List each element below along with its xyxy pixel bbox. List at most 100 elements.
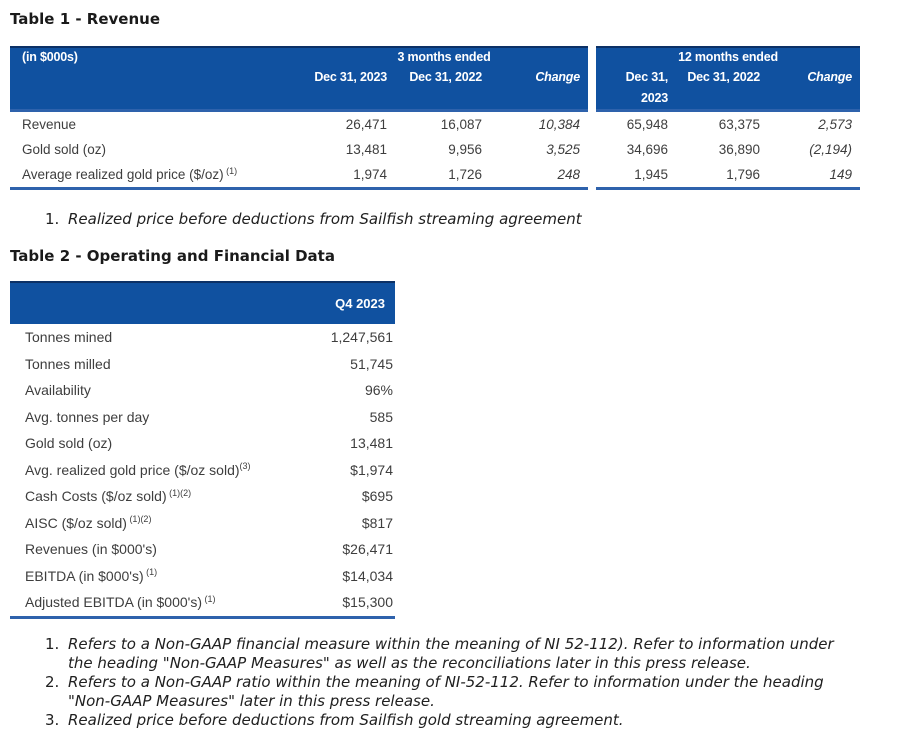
footnote-text: Realized price before deductions from Sa… <box>68 711 624 730</box>
cell-value-change: 2,573 <box>818 117 852 132</box>
row-label-text: Tonnes milled <box>25 355 111 372</box>
footnote-line: Refers to a Non-GAAP ratio within the me… <box>68 672 824 691</box>
table1-group-divider <box>588 112 596 137</box>
row-label-text: EBITDA (in $000's) <box>25 567 144 584</box>
row-label-text: Availability <box>25 382 91 399</box>
cell-value-change: 248 <box>557 167 580 182</box>
table-row: Gold sold (oz) 13,481 <box>10 430 395 457</box>
row-label: Tonnes mined <box>10 329 112 345</box>
footnote-line: Realized price before deductions from Sa… <box>68 710 624 729</box>
table1-group2-label: 12 months ended <box>596 46 860 67</box>
cell-value: 65,948 <box>626 117 668 132</box>
row-label: AISC ($/oz sold) (1)(2) <box>10 515 151 531</box>
table-row: Adjusted EBITDA (in $000's) (1) $15,300 <box>10 589 395 616</box>
row-label: Tonnes milled <box>10 356 111 372</box>
table-row: Tonnes mined 1,247,561 <box>10 324 395 351</box>
table2-bottom-rule <box>10 615 395 619</box>
table-row: Avg. tonnes per day 585 <box>10 404 395 431</box>
footnote-number: 2. <box>45 672 60 691</box>
footnote-marker: (1)(2) <box>126 514 152 525</box>
table1-colheader-fy-2023: Dec 31, 2023 <box>596 67 676 109</box>
cell-value-change: (2,194) <box>809 142 852 157</box>
cell-value-change: 149 <box>829 167 852 182</box>
cell-value: $695 <box>361 488 393 505</box>
cell-value: 51,745 <box>350 355 393 372</box>
row-label: EBITDA (in $000's) (1) <box>10 568 157 584</box>
table1-group-divider <box>588 187 596 190</box>
footnotes-list: 1. Refers to a Non-GAAP financial measur… <box>10 635 905 730</box>
table-row: AISC ($/oz sold) (1)(2) $817 <box>10 510 395 537</box>
table1-header-row2: Dec 31, 2023 Dec 31, 2022 Change Dec 31,… <box>10 67 860 109</box>
row-label: Adjusted EBITDA (in $000's) (1) <box>10 594 215 610</box>
row-label: Availability <box>10 382 91 398</box>
cell-value: 36,890 <box>718 142 760 157</box>
cell-value-change: 3,525 <box>546 142 580 157</box>
row-label-text: Average realized gold price ($/oz) <box>22 167 224 182</box>
table1-colheader-q4-2023: Dec 31, 2023 <box>300 67 395 109</box>
row-label: Revenue <box>10 112 300 137</box>
table1-header-row1: (in $000s) 3 months ended 12 months ende… <box>10 46 860 67</box>
row-label: Revenues (in $000's) <box>10 541 157 557</box>
footnote-item: 3. Realized price before deductions from… <box>45 711 905 730</box>
row-label-text: Tonnes mined <box>25 329 113 346</box>
table1-colheader-change-fy: Change <box>768 67 860 109</box>
row-label-text: AISC ($/oz sold) <box>25 514 127 531</box>
table1-footnote: 1. Realized price before deductions from… <box>10 210 905 229</box>
cell-value: $15,300 <box>342 594 393 611</box>
footnote-number: 3. <box>45 710 60 729</box>
footnote-item: 2. Refers to a Non-GAAP ratio within the… <box>45 673 905 711</box>
table1-group-divider <box>588 137 596 162</box>
footnote-number: 1. <box>45 210 60 228</box>
table1-header-empty <box>10 67 300 109</box>
table1-colheader-change-q: Change <box>490 67 588 109</box>
cell-value: 585 <box>369 408 393 425</box>
cell-value: $1,974 <box>350 461 393 478</box>
table1-colheader-fy-2022: Dec 31, 2022 <box>676 67 768 109</box>
footnote-text: Realized price before deductions from Sa… <box>68 210 582 228</box>
footnote-text: Refers to a Non-GAAP financial measure w… <box>68 635 834 673</box>
cell-value: 34,696 <box>626 142 668 157</box>
footnote-line: the heading "Non-GAAP Measures" as well … <box>68 653 751 672</box>
cell-value: 26,471 <box>345 117 387 132</box>
footnote-marker: (1) <box>201 593 216 604</box>
footnote-number: 1. <box>45 634 60 653</box>
table2-title: Table 2 - Operating and Financial Data <box>10 247 335 265</box>
table2-header: Q4 2023 <box>10 281 395 324</box>
footnote-marker: (1)(2) <box>166 487 192 498</box>
row-label: Avg. tonnes per day <box>10 409 149 425</box>
cell-value: 13,481 <box>350 435 393 452</box>
cell-value: 16,087 <box>440 117 482 132</box>
cell-value: $817 <box>361 514 393 531</box>
table2-operating-financial: Q4 2023 Tonnes mined 1,247,561 Tonnes mi… <box>10 281 395 619</box>
row-label-text: Gold sold (oz) <box>25 435 113 452</box>
rule-segment <box>596 187 860 190</box>
cell-value: 96% <box>364 382 393 399</box>
row-label-text: Adjusted EBITDA (in $000's) <box>25 594 202 611</box>
table-row: Average realized gold price ($/oz) (1) 1… <box>10 162 860 187</box>
table1-group-divider <box>588 46 596 67</box>
table-row: Gold sold (oz) 13,481 9,956 3,525 34,696… <box>10 137 860 162</box>
row-label: Average realized gold price ($/oz) (1) <box>10 162 300 187</box>
footnote-text: Refers to a Non-GAAP ratio within the me… <box>68 673 824 711</box>
table1-title: Table 1 - Revenue <box>10 10 161 28</box>
cell-value: $14,034 <box>342 567 393 584</box>
table2-colheader-q4-2023: Q4 2023 <box>335 296 385 311</box>
cell-value: 1,247,561 <box>330 329 393 346</box>
table1-unit-label: (in $000s) <box>10 46 300 67</box>
row-label-text: Avg. realized gold price ($/oz sold) <box>25 461 240 478</box>
table-row: Revenue 26,471 16,087 10,384 65,948 63,3… <box>10 112 860 137</box>
table-row: Avg. realized gold price ($/oz sold)(3) … <box>10 457 395 484</box>
cell-value: $26,471 <box>342 541 393 558</box>
rule-segment <box>10 187 588 190</box>
row-label-text: Cash Costs ($/oz sold) <box>25 488 167 505</box>
footnote-marker: (1) <box>223 165 238 176</box>
table1-group-divider <box>588 67 596 109</box>
cell-value: 1,945 <box>634 167 668 182</box>
rule-segment <box>596 109 860 112</box>
row-label-text: Revenue <box>22 117 77 132</box>
table1-revenue: (in $000s) 3 months ended 12 months ende… <box>10 46 860 190</box>
row-label-text: Avg. tonnes per day <box>25 408 150 425</box>
table-row: Availability 96% <box>10 377 395 404</box>
footnote-marker: (3) <box>239 461 251 472</box>
